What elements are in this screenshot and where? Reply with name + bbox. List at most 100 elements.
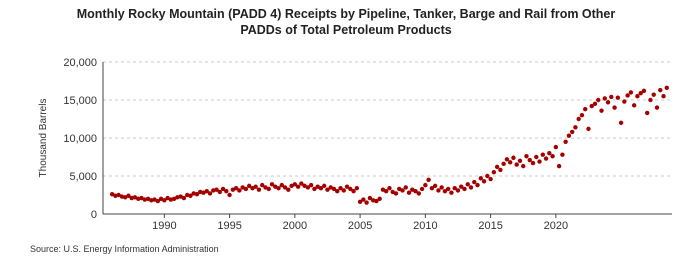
data-point	[305, 185, 311, 190]
data-point	[413, 189, 418, 194]
data-point	[335, 189, 340, 194]
data-point	[465, 182, 470, 187]
data-point	[592, 101, 598, 107]
data-point	[628, 90, 634, 95]
data-point	[295, 184, 301, 189]
data-point	[220, 186, 226, 192]
data-point	[393, 191, 399, 196]
data-point	[468, 185, 474, 190]
data-point	[645, 110, 650, 116]
data-point	[318, 185, 324, 191]
data-point	[618, 120, 624, 126]
data-point	[658, 87, 663, 93]
data-point	[530, 160, 536, 166]
data-point	[566, 133, 572, 138]
data-point	[521, 163, 526, 169]
data-point	[419, 186, 425, 192]
data-point	[654, 105, 660, 110]
data-point	[227, 192, 232, 198]
data-point	[116, 192, 121, 198]
data-point	[560, 152, 565, 157]
x-tick-label: 2010	[413, 220, 437, 232]
data-point	[527, 157, 532, 163]
data-point	[452, 185, 457, 191]
data-point	[573, 125, 578, 130]
data-point	[390, 189, 395, 195]
data-point	[145, 196, 151, 201]
data-point	[276, 185, 281, 191]
data-point	[383, 189, 389, 194]
data-point	[400, 188, 405, 193]
chart-title: Monthly Rocky Mountain (PADD 4) Receipts…	[77, 7, 616, 21]
data-point	[501, 161, 506, 167]
data-point	[246, 183, 252, 189]
y-tick-label: 0	[91, 209, 97, 221]
data-point	[308, 182, 314, 188]
data-point	[579, 113, 585, 118]
data-point	[475, 182, 480, 188]
x-tick-label: 1995	[217, 220, 241, 232]
data-point	[406, 190, 412, 195]
data-point	[429, 185, 435, 191]
data-point	[602, 96, 607, 101]
data-point	[635, 94, 640, 99]
data-point	[250, 185, 255, 191]
data-point	[139, 195, 144, 201]
y-axis-label: Thousand Barrels	[38, 99, 49, 178]
data-point	[224, 189, 229, 194]
data-point	[472, 179, 477, 185]
data-point	[152, 197, 157, 202]
data-point	[664, 85, 669, 91]
data-point	[488, 176, 493, 182]
data-point	[194, 192, 200, 197]
data-point	[266, 186, 271, 192]
data-point	[155, 198, 161, 204]
data-point	[403, 185, 408, 190]
data-point	[426, 177, 431, 182]
data-point	[292, 182, 298, 187]
data-point	[641, 88, 647, 94]
data-point	[631, 103, 637, 108]
x-tick-label: 1990	[152, 220, 176, 232]
data-point	[547, 151, 552, 156]
data-point	[609, 94, 614, 100]
data-point	[498, 167, 503, 173]
data-point	[328, 185, 333, 190]
data-point	[233, 185, 239, 191]
data-point	[517, 158, 523, 163]
data-point	[299, 181, 304, 186]
data-point	[181, 195, 187, 201]
y-tick-label: 20,000	[63, 57, 97, 69]
data-point	[214, 187, 219, 192]
data-point	[651, 92, 656, 97]
data-point	[459, 184, 464, 189]
data-point	[648, 97, 653, 103]
data-point	[364, 200, 369, 205]
data-point	[511, 155, 516, 160]
y-tick-label: 5,000	[69, 171, 97, 183]
data-point	[377, 196, 382, 201]
data-point	[243, 186, 249, 192]
data-point	[534, 154, 539, 160]
data-point	[423, 182, 428, 188]
data-point	[158, 196, 164, 201]
data-point	[432, 183, 438, 189]
data-point	[165, 195, 170, 201]
data-point	[322, 183, 327, 189]
data-point	[625, 93, 630, 98]
data-point	[524, 154, 529, 159]
x-tick-label: 2000	[283, 220, 307, 232]
data-point	[380, 187, 386, 192]
data-point	[416, 191, 422, 196]
data-point	[638, 90, 643, 96]
data-point	[514, 162, 519, 167]
data-point	[576, 116, 581, 122]
data-point	[540, 152, 546, 157]
data-point	[338, 185, 343, 191]
data-point	[286, 187, 291, 192]
data-point	[504, 157, 510, 162]
data-point	[563, 139, 568, 144]
data-point	[537, 159, 542, 164]
data-point	[348, 186, 353, 192]
data-point	[312, 186, 317, 192]
